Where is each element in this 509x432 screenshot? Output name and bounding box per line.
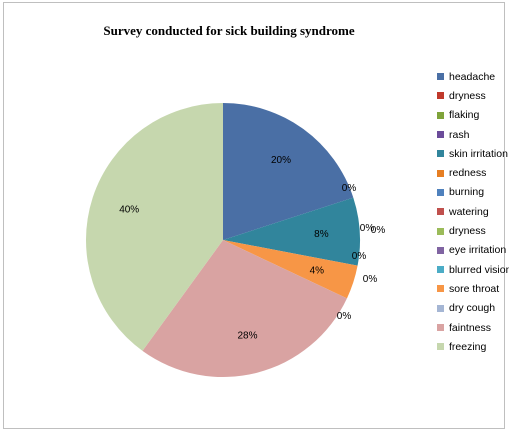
legend-swatch <box>437 208 444 216</box>
legend-swatch <box>437 169 444 177</box>
legend-swatch <box>437 227 444 235</box>
legend-swatch <box>437 150 444 158</box>
legend-swatch <box>437 324 444 331</box>
legend-swatch <box>437 92 444 100</box>
legend-swatch <box>437 73 444 81</box>
pie-slice-headache <box>223 103 354 240</box>
legend-item: sore throat <box>437 279 509 298</box>
legend-item: watering <box>437 202 509 221</box>
legend-item: flaking <box>437 106 509 125</box>
legend-label: watering <box>449 205 489 218</box>
legend-item: burning <box>437 183 509 202</box>
legend-label: burning <box>449 186 485 199</box>
pie-slice-faintness <box>142 240 347 378</box>
legend-swatch <box>437 266 444 274</box>
legend-swatch <box>437 304 444 312</box>
slice-label: 0% <box>352 251 367 262</box>
slice-label: 40% <box>119 205 139 216</box>
slice-label: 0% <box>360 223 375 234</box>
legend-label: faintness <box>449 321 492 334</box>
legend-item: blurred vision <box>437 260 509 279</box>
slice-label: 8% <box>314 229 329 240</box>
legend-swatch <box>437 188 444 196</box>
legend-label: redness <box>449 167 487 180</box>
legend-swatch <box>437 131 444 139</box>
legend-label: headache <box>449 70 496 83</box>
slice-label: 0% <box>342 183 357 194</box>
legend-item: faintness <box>437 318 509 337</box>
legend-item: dry cough <box>437 299 509 318</box>
pie-chart: 20%0%8%0%0%4%0%28%40%0%0% <box>85 103 386 378</box>
legend-item: eye irritation <box>437 241 509 260</box>
slice-label: 0% <box>363 274 378 285</box>
slice-label: 0% <box>337 311 352 322</box>
legend-label: dryness <box>449 225 486 238</box>
chart-title: Survey conducted for sick building syndr… <box>103 23 355 38</box>
legend-label: sore throat <box>449 282 500 295</box>
legend-label: flaking <box>449 109 480 122</box>
legend-label: dry cough <box>449 302 496 315</box>
pie-slice-sore-throat <box>223 240 358 299</box>
slice-label: 0% <box>371 225 386 236</box>
legend-label: eye irritation <box>449 244 507 257</box>
legend-item: rash <box>437 125 509 144</box>
legend-label: rash <box>449 128 470 141</box>
legend-item: freezing <box>437 337 509 356</box>
slice-label: 28% <box>237 331 257 342</box>
chart-legend: headache dryness flaking rash skin irritatio… <box>437 67 509 356</box>
slice-label: 20% <box>271 155 291 166</box>
legend-label: skin irritation <box>449 147 508 160</box>
legend-swatch <box>437 343 444 351</box>
legend-item: redness <box>437 163 509 182</box>
chart-frame: Survey conducted for sick building syndr… <box>3 2 509 429</box>
legend-label: dryness <box>449 89 486 102</box>
legend-swatch <box>437 111 444 119</box>
legend-label: blurred vision <box>449 263 509 276</box>
legend-swatch <box>437 246 444 254</box>
legend-item: skin irritation <box>437 144 509 163</box>
slice-label: 4% <box>310 266 325 277</box>
legend-swatch <box>437 285 444 293</box>
legend-item: headache <box>437 67 509 86</box>
legend-label: freezing <box>449 340 487 353</box>
pie-slice-skin-irritation <box>223 197 360 266</box>
legend-item: dryness <box>437 221 509 240</box>
legend-item: dryness <box>437 86 509 105</box>
pie-slice-freezing <box>85 103 223 351</box>
